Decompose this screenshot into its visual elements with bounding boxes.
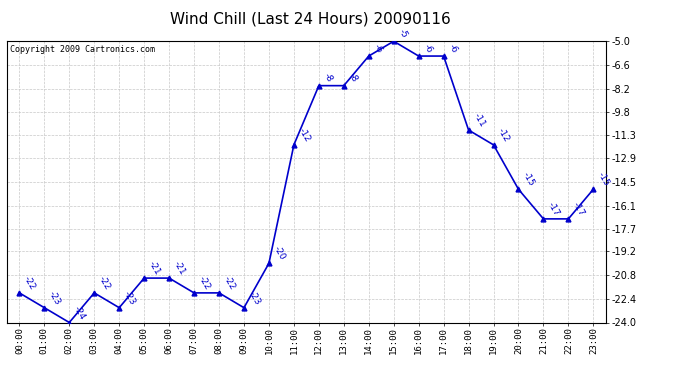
Text: -21: -21 xyxy=(147,260,162,277)
Text: -22: -22 xyxy=(97,274,112,291)
Text: Wind Chill (Last 24 Hours) 20090116: Wind Chill (Last 24 Hours) 20090116 xyxy=(170,11,451,26)
Text: -20: -20 xyxy=(272,245,287,262)
Text: -8: -8 xyxy=(346,72,359,84)
Text: -22: -22 xyxy=(221,274,237,291)
Text: -12: -12 xyxy=(297,126,312,144)
Text: -17: -17 xyxy=(571,200,586,217)
Text: -15: -15 xyxy=(521,171,536,188)
Text: -22: -22 xyxy=(22,274,37,291)
Text: -17: -17 xyxy=(546,200,562,217)
Text: Copyright 2009 Cartronics.com: Copyright 2009 Cartronics.com xyxy=(10,45,155,54)
Text: -21: -21 xyxy=(172,260,187,277)
Text: -23: -23 xyxy=(47,289,62,306)
Text: -22: -22 xyxy=(197,274,212,291)
Text: -24: -24 xyxy=(72,304,87,321)
Text: -12: -12 xyxy=(496,126,511,144)
Text: -15: -15 xyxy=(596,171,611,188)
Text: -5: -5 xyxy=(397,28,408,40)
Text: -23: -23 xyxy=(122,289,137,306)
Text: -6: -6 xyxy=(371,42,384,55)
Text: -23: -23 xyxy=(247,289,262,306)
Text: -6: -6 xyxy=(446,42,459,55)
Text: -11: -11 xyxy=(471,111,486,129)
Text: -8: -8 xyxy=(322,72,334,84)
Text: -6: -6 xyxy=(422,42,434,55)
